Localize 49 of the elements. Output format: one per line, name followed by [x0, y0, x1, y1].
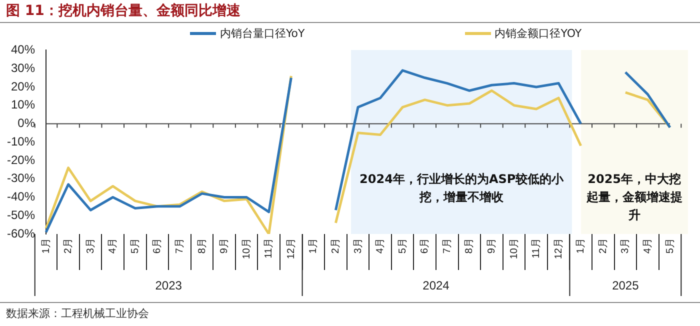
x-tick-label: 1月 — [576, 238, 587, 254]
x-tick-label: 10月 — [241, 238, 252, 260]
x-tick-label: 2月 — [598, 238, 609, 254]
x-tick-label: 9月 — [486, 238, 498, 254]
x-tick-label: 9月 — [219, 238, 230, 254]
y-tick-label: 40% — [10, 42, 36, 57]
y-tick-label: 30% — [10, 60, 36, 75]
x-tick-label: 2月 — [330, 238, 342, 254]
y-tick-label: -30% — [7, 171, 36, 186]
annotation: 2024年，行业增长的为ASP较低的小挖，增量不增收 — [358, 171, 565, 206]
text: 2023 — [155, 278, 182, 292]
x-tick-label: 12月 — [286, 238, 297, 260]
x-tick-label: 3月 — [85, 238, 96, 254]
text: 2024 — [422, 278, 450, 292]
legend-label: 内销台量口径YoY — [220, 26, 305, 41]
x-tick-label: 1月 — [308, 238, 320, 254]
annotation: 2025年，中大挖起量，金额增速提升 — [585, 171, 684, 224]
text: 2025 — [612, 278, 640, 292]
x-tick-label: 2月 — [63, 238, 74, 254]
x-tick-label: 11月 — [531, 238, 542, 258]
y-tick-label: 0% — [18, 116, 36, 130]
x-tick-label: 7月 — [174, 238, 186, 254]
legend-label: 内销金额口径YOY — [494, 26, 582, 41]
x-tick-label: 10月 — [508, 238, 520, 260]
x-tick-label: 8月 — [464, 238, 476, 254]
x-tick-label: 4月 — [375, 238, 386, 254]
x-tick-label: 3月 — [352, 238, 364, 254]
x-tick-label: 5月 — [397, 238, 408, 254]
x-tick-label: 11月 — [264, 238, 275, 258]
y-tick-label: -40% — [7, 190, 36, 204]
x-tick-label: 3月 — [620, 238, 632, 254]
y-tick-label: 20% — [10, 79, 36, 94]
x-tick-label: 7月 — [442, 238, 453, 254]
y-tick-label: -20% — [7, 152, 36, 167]
source-note: 数据来源：工程机械工业协会 — [6, 307, 149, 320]
chart-title: 图 11：挖机内销台量、金额同比增速 — [0, 0, 700, 23]
x-tick-label: 6月 — [152, 238, 164, 254]
y-tick-label: -10% — [7, 134, 36, 148]
x-tick-label: 5月 — [664, 238, 676, 254]
x-tick-label: 12月 — [553, 238, 564, 260]
x-tick-label: 5月 — [130, 238, 141, 254]
x-tick-label: 4月 — [642, 238, 654, 254]
x-tick-label: 6月 — [420, 238, 431, 254]
x-tick-label: 4月 — [108, 238, 119, 254]
x-tick-label: 8月 — [196, 238, 208, 254]
y-tick-label: 10% — [10, 98, 36, 112]
y-tick-label: -60% — [7, 226, 36, 240]
x-tick-label: 1月 — [40, 238, 52, 254]
y-tick-label: -50% — [7, 208, 36, 222]
